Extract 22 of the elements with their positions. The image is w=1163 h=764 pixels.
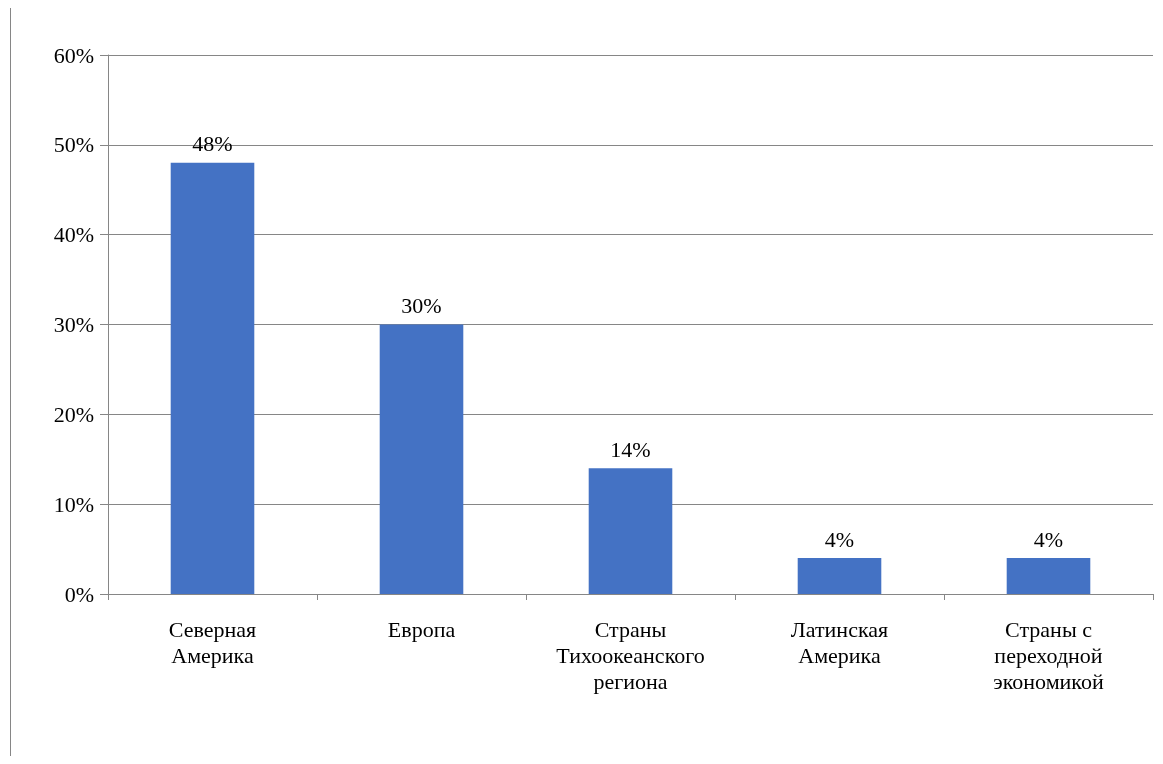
bar [170,162,255,594]
data-label: 4% [824,526,855,552]
y-tick-label: 40% [53,222,94,248]
x-tick-label: Латинская Америка [790,616,889,668]
bar [1006,558,1091,594]
bar [588,468,673,594]
data-label: 48% [192,131,233,157]
y-tick-label: 60% [53,42,94,68]
bar [797,558,882,594]
y-tick-label: 0% [64,581,94,607]
data-label: 30% [401,293,442,318]
y-tick-label: 30% [53,312,94,337]
x-tick-label: Страны с переходной экономикой [993,616,1104,694]
bar [379,324,464,594]
x-tick-label: Северная Америка [168,616,257,668]
data-label: 14% [610,436,651,462]
data-label: 4% [1033,526,1064,552]
y-tick-label: 10% [53,491,94,517]
x-tick-label: Европа [387,616,456,642]
y-tick-label: 20% [53,401,94,427]
x-tick-label: Страны Тихоокеанского региона [556,616,705,694]
y-tick-label: 50% [53,132,94,158]
